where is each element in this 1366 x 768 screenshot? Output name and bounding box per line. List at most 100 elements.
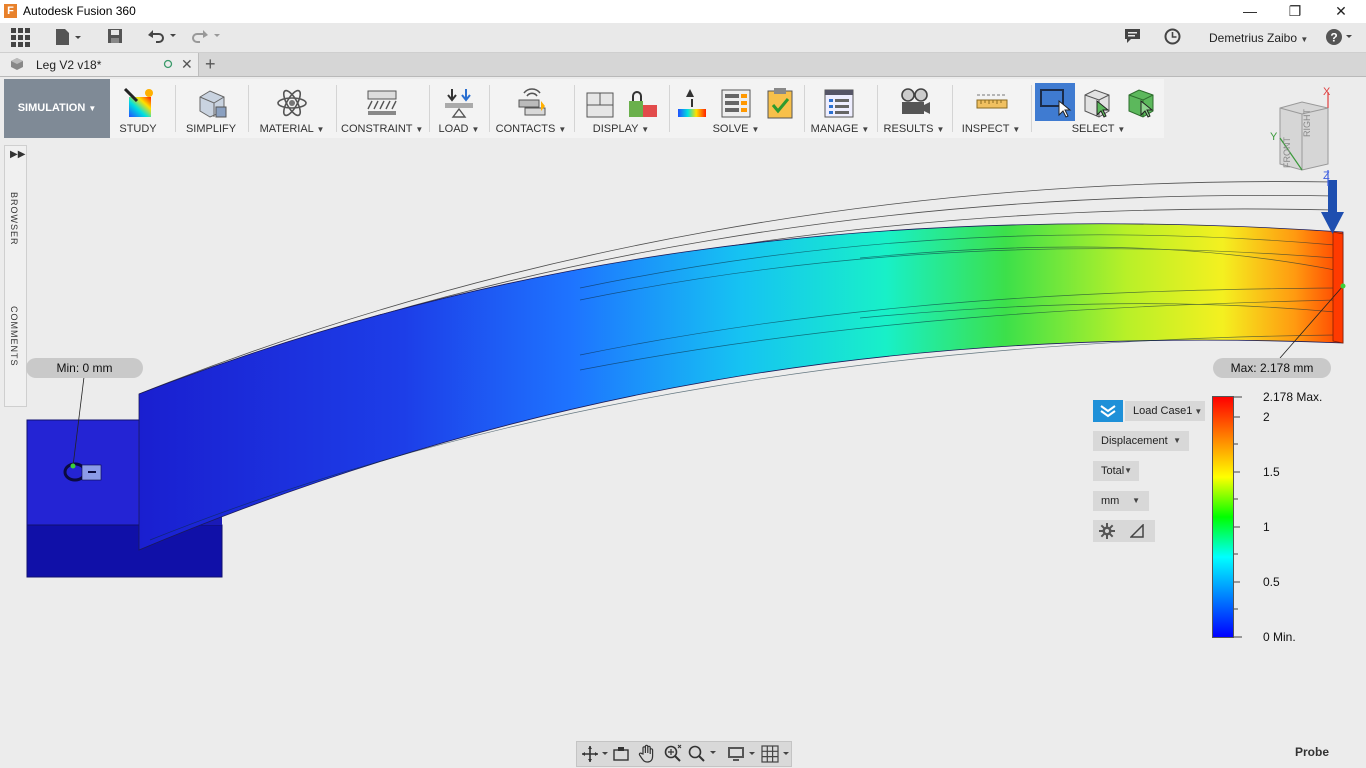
- axis-z-label: Z: [1323, 170, 1330, 182]
- axis-x-label: X: [1323, 86, 1331, 98]
- legend-settings-bar: [1093, 520, 1155, 542]
- workspace-switcher[interactable]: SIMULATION ▼: [4, 79, 110, 138]
- document-tab[interactable]: Leg V2 v18* ✕: [0, 53, 199, 76]
- simplify-icon: [196, 87, 227, 118]
- close-button[interactable]: ✕: [1335, 3, 1347, 19]
- manage-list-icon: [823, 87, 854, 118]
- undo-icon[interactable]: [146, 28, 178, 48]
- simplify-group[interactable]: SIMPLIFY: [180, 79, 242, 138]
- legend-tick-label: 1.5: [1263, 465, 1280, 479]
- look-at-icon[interactable]: [612, 745, 630, 766]
- restore-button[interactable]: ❐: [1288, 3, 1302, 19]
- window-title: Autodesk Fusion 360: [23, 4, 136, 18]
- browser-comments-strip[interactable]: ▶▶ BROWSER COMMENTS: [4, 145, 27, 407]
- results-label: RESULTS ▼: [883, 123, 945, 135]
- zoom-icon[interactable]: [663, 744, 683, 766]
- load-icon: [443, 87, 473, 118]
- gear-icon[interactable]: [1099, 523, 1115, 546]
- manage-group[interactable]: MANAGE ▼: [809, 79, 871, 138]
- constraint-icon: [366, 87, 397, 117]
- legend-orientation-icon[interactable]: [1129, 523, 1144, 545]
- material-group[interactable]: MATERIAL ▼: [253, 79, 331, 138]
- min-leader-line: [72, 376, 85, 467]
- manage-label: MANAGE ▼: [810, 123, 870, 135]
- results-group[interactable]: RESULTS ▼: [882, 79, 946, 138]
- legend-min-label: 0 Min.: [1263, 630, 1296, 644]
- toolbar-divider: [489, 85, 490, 132]
- beam-tip-face: [1332, 231, 1344, 344]
- browser-tab[interactable]: BROWSER: [9, 192, 19, 246]
- offline-status-icon: [163, 58, 173, 72]
- data-panel-grid-icon[interactable]: [11, 28, 30, 48]
- probe-label: Probe: [1295, 745, 1330, 759]
- select-through-cube-icon: [1081, 87, 1111, 118]
- user-menu[interactable]: Demetrius Zaibo ▼: [1209, 31, 1308, 45]
- expand-panel-icon[interactable]: ▶▶: [10, 149, 26, 160]
- new-tab-plus-icon[interactable]: +: [205, 54, 216, 74]
- chevron-down-icon: ▼: [1132, 496, 1140, 505]
- viewcube-front-face[interactable]: FRONT: [1282, 137, 1292, 168]
- legend-check-icon[interactable]: [1093, 400, 1123, 422]
- mesh-icon: [676, 87, 706, 117]
- save-icon[interactable]: [107, 28, 123, 48]
- solve-group[interactable]: SOLVE ▼: [674, 79, 798, 138]
- constraint-label: CONSTRAINT ▼: [341, 123, 424, 135]
- minimize-button[interactable]: —: [1243, 3, 1257, 19]
- result-type-value: Displacement: [1101, 435, 1168, 447]
- max-probe-point: [1340, 283, 1346, 289]
- toolbar-divider: [1031, 85, 1032, 132]
- load-group[interactable]: LOAD ▼: [434, 79, 484, 138]
- help-icon[interactable]: ?: [1325, 28, 1355, 48]
- job-status-clock-icon[interactable]: [1164, 28, 1181, 48]
- document-tab-label: Leg V2 v18*: [36, 58, 102, 72]
- units-dropdown[interactable]: mm ▼: [1093, 491, 1149, 511]
- file-menu-icon[interactable]: [55, 28, 83, 48]
- legend-tick-label: 1: [1263, 520, 1270, 534]
- load-case-value: Load Case1: [1133, 405, 1193, 417]
- model-viewport[interactable]: [0, 140, 1366, 740]
- display-group[interactable]: DISPLAY ▼: [579, 79, 663, 138]
- document-tab-bar: Leg V2 v18* ✕ +: [0, 53, 1366, 77]
- inspect-group[interactable]: INSPECT ▼: [957, 79, 1025, 138]
- toolbar-divider: [952, 85, 953, 132]
- simplify-label: SIMPLIFY: [185, 123, 237, 135]
- chevron-down-icon: ▼: [1300, 35, 1309, 44]
- study-label: STUDY: [119, 123, 157, 135]
- grid-settings-icon[interactable]: [761, 745, 791, 766]
- close-tab-icon[interactable]: ✕: [181, 56, 193, 72]
- inspect-label: INSPECT ▼: [961, 123, 1021, 135]
- quick-access-toolbar: Demetrius Zaibo ▼ ?: [0, 23, 1366, 53]
- select-group[interactable]: SELECT ▼: [1033, 79, 1164, 138]
- display-settings-monitor-icon[interactable]: [727, 745, 757, 766]
- display-settings-icon: [585, 87, 615, 118]
- max-leader-line: [1279, 285, 1344, 359]
- viewcube[interactable]: RIGHT FRONT X Y Z: [1262, 86, 1342, 196]
- pan-hand-icon[interactable]: [638, 744, 656, 766]
- load-label: LOAD ▼: [438, 123, 480, 135]
- toolbar-divider: [574, 85, 575, 132]
- units-value: mm: [1101, 495, 1120, 507]
- animate-camera-icon: [899, 87, 930, 117]
- notifications-icon[interactable]: [1124, 28, 1141, 48]
- comments-tab[interactable]: COMMENTS: [9, 306, 19, 367]
- load-case-dropdown[interactable]: Load Case1 ▼: [1125, 401, 1205, 421]
- fit-zoom-icon[interactable]: [687, 744, 717, 766]
- legend-tick-label: 2: [1263, 410, 1270, 424]
- result-type-dropdown[interactable]: Displacement ▼: [1093, 431, 1189, 451]
- legend-tick-marks: [1234, 396, 1242, 638]
- study-group[interactable]: STUDY: [112, 79, 164, 138]
- viewcube-right-face[interactable]: RIGHT: [1302, 109, 1312, 137]
- material-label: MATERIAL ▼: [259, 123, 325, 135]
- new-study-icon: [123, 87, 153, 117]
- select-label: SELECT ▼: [1071, 123, 1126, 135]
- constraint-group[interactable]: CONSTRAINT ▼: [341, 79, 423, 138]
- solve-label: SOLVE ▼: [712, 123, 760, 135]
- toolbar-divider: [429, 85, 430, 132]
- component-dropdown[interactable]: Total ▼: [1093, 461, 1139, 481]
- chevron-down-icon: ▼: [88, 104, 97, 113]
- redo-icon[interactable]: [190, 28, 222, 48]
- window-select-button[interactable]: [1035, 83, 1075, 121]
- component-value: Total: [1101, 465, 1125, 477]
- contacts-group[interactable]: CONTACTS ▼: [494, 79, 568, 138]
- orbit-icon[interactable]: [581, 745, 609, 766]
